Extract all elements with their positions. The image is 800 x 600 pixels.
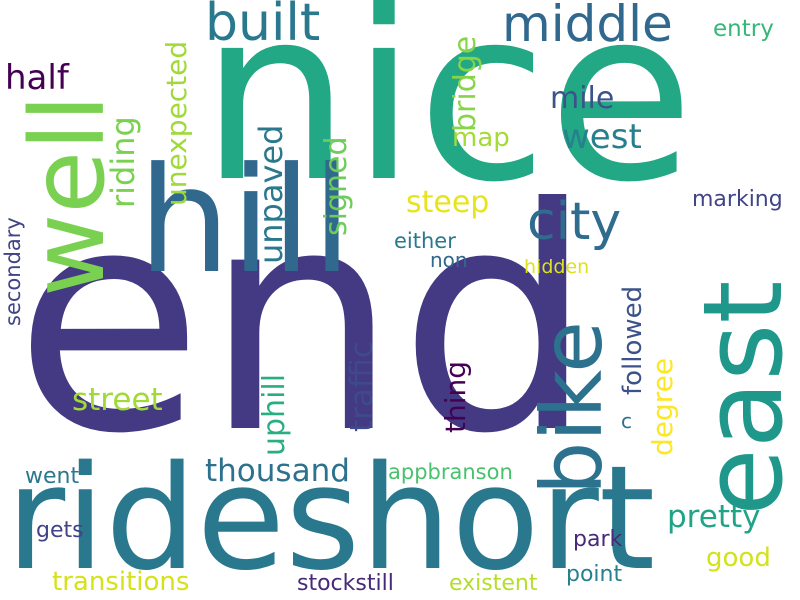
- word-pretty: pretty: [667, 499, 761, 535]
- word-riding: riding: [104, 116, 142, 208]
- word-signed: signed: [319, 136, 354, 236]
- word-steep: steep: [406, 185, 490, 220]
- word-nice: nice: [200, 0, 695, 235]
- word-hill: hill: [138, 136, 353, 306]
- word-transitions: transitions: [52, 567, 190, 597]
- word-street: street: [72, 382, 163, 418]
- word-mile: mile: [550, 81, 615, 116]
- word-half: half: [5, 58, 69, 98]
- word-hidden: hidden: [524, 256, 590, 278]
- word-bridge: bridge: [448, 35, 483, 132]
- word-followed: followed: [618, 285, 648, 395]
- word-either: either: [394, 229, 456, 253]
- word-city: city: [527, 192, 622, 252]
- word-thing: thing: [439, 360, 472, 433]
- word-built: built: [205, 0, 321, 53]
- word-traffic: traffic: [344, 341, 380, 432]
- word-bike: bike: [523, 321, 621, 495]
- word-east: east: [679, 280, 800, 516]
- word-rideshort: rideshort: [6, 434, 656, 600]
- word-point: point: [566, 562, 623, 587]
- word-park: park: [573, 527, 623, 552]
- word-unpaved: unpaved: [252, 124, 290, 264]
- word-entry: entry: [713, 16, 774, 42]
- word-existent: existent: [449, 571, 538, 596]
- word-appbranson: appbranson: [388, 460, 513, 484]
- word-gets: gets: [36, 518, 84, 543]
- word-marking: marking: [692, 187, 783, 212]
- word-non: non: [430, 248, 468, 272]
- word-end: end: [14, 142, 595, 501]
- word-went: went: [25, 464, 80, 489]
- word-unexpected: unexpected: [160, 40, 193, 206]
- word-secondary: secondary: [1, 217, 25, 326]
- word-west: west: [562, 117, 642, 157]
- word-c: c: [621, 409, 632, 433]
- word-map: map: [452, 123, 510, 153]
- word-uphill: uphill: [257, 373, 292, 456]
- word-thousand: thousand: [205, 453, 350, 489]
- word-degree: degree: [646, 357, 679, 456]
- word-good: good: [706, 543, 771, 573]
- word-stockstill: stockstill: [297, 571, 394, 596]
- word-middle: middle: [502, 0, 673, 53]
